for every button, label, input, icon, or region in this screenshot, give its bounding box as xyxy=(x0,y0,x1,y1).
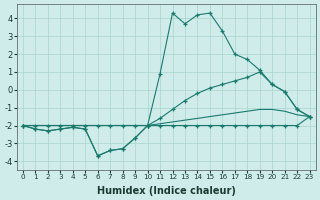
X-axis label: Humidex (Indice chaleur): Humidex (Indice chaleur) xyxy=(97,186,236,196)
